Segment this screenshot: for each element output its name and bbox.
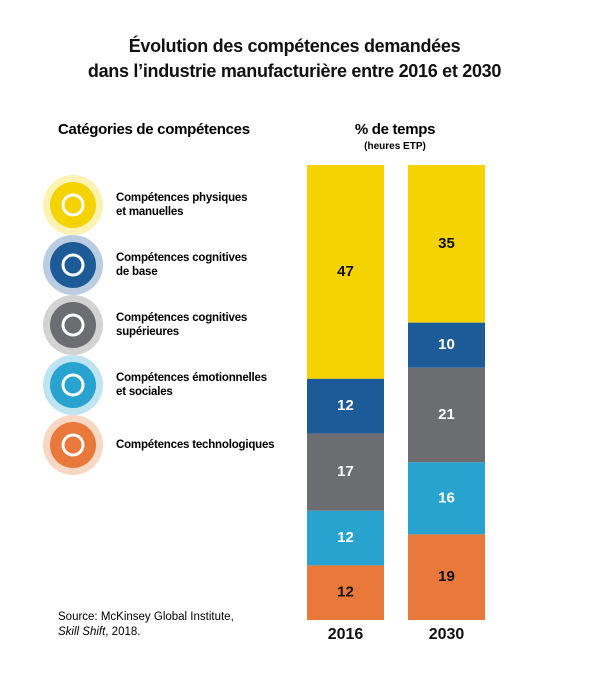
legend-label: Compétences technologiques [116,439,275,451]
legend-icon [50,302,96,348]
value-label: 16 [438,489,455,506]
bar-segment [408,367,485,463]
legend-icon-glyph [61,433,85,457]
legend-icon [50,182,96,228]
x-tick-label: 2016 [328,626,364,643]
value-label: 12 [337,529,354,546]
source-title: Skill Shift [58,626,106,638]
bar-segment [307,378,384,434]
bar-segment [307,565,384,620]
bar-segment [307,510,384,566]
value-label: 47 [337,263,354,280]
legend-title: Catégories de compétences [58,121,250,138]
source-prefix: Source: McKinsey Global Institute, [58,611,234,623]
legend-icon [50,422,96,468]
value-label: 35 [438,235,455,252]
value-subtitle: (heures ETP) [364,141,426,152]
legend-icon [50,242,96,288]
value-label: 10 [438,336,455,353]
legend-label: Compétences cognitives de base [116,252,248,278]
legend-icon-glyph [61,253,85,277]
legend-label: Compétences cognitives supérieures [116,312,248,338]
bar-segment [408,322,485,368]
bar-segment [307,165,384,379]
x-tick-label: 2030 [429,626,465,643]
value-label: 12 [337,584,354,601]
value-label: 17 [337,463,354,480]
bar-segment [408,462,485,535]
legend-icon-glyph [61,193,85,217]
value-label: 19 [438,568,455,585]
bar-segment [408,165,485,323]
chart-title: Évolution des compétences demandées dans… [87,36,502,81]
source-suffix: , 2018. [105,626,141,638]
legend-label: Compétences physiques et manuelles [116,192,248,218]
legend-icon-glyph [61,373,85,397]
value-title: % de temps [354,121,436,138]
bar-segment [408,534,485,620]
legend-label: Compétences émotionnelles et sociales [116,372,267,398]
source: Source: McKinsey Global Institute, Skill … [58,610,258,640]
legend-icon-glyph [61,313,85,337]
legend-icon [50,362,96,408]
value-label: 21 [438,406,455,423]
value-label: 12 [337,397,354,414]
bar-segment [307,433,384,511]
